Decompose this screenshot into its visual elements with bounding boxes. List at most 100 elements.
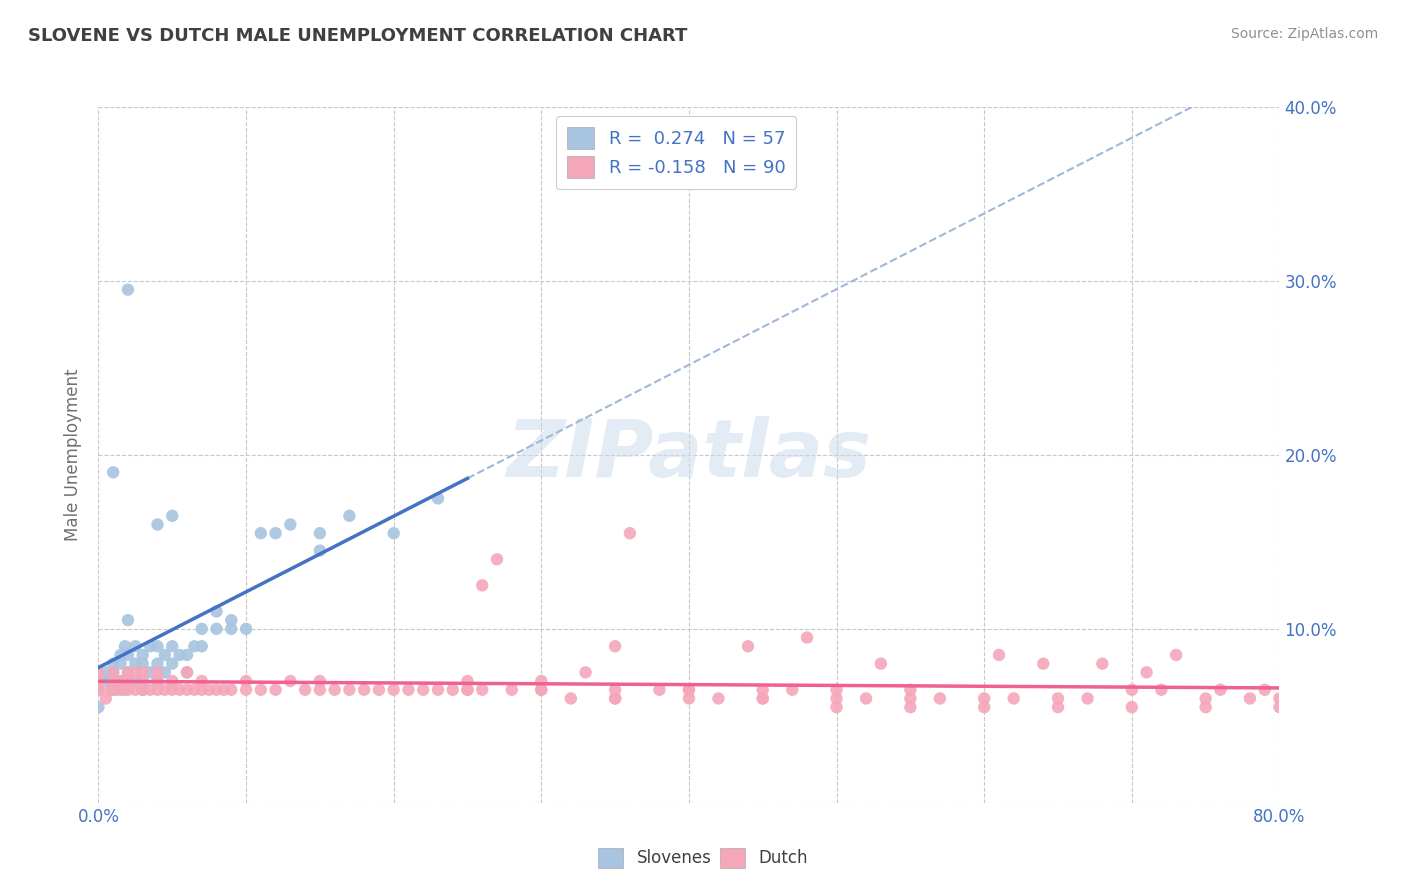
Point bbox=[114, 674, 136, 689]
Point bbox=[1046, 691, 1069, 706]
Point bbox=[605, 682, 627, 697]
Legend: R =  0.274   N = 57, R = -0.158   N = 90: R = 0.274 N = 57, R = -0.158 N = 90 bbox=[557, 116, 796, 189]
Point bbox=[278, 674, 302, 689]
Point bbox=[987, 648, 1010, 662]
Point bbox=[162, 657, 183, 671]
Point bbox=[103, 682, 125, 697]
Point bbox=[412, 682, 434, 697]
Point bbox=[94, 674, 117, 689]
Point bbox=[1077, 691, 1099, 706]
Point bbox=[605, 639, 627, 653]
Point bbox=[153, 665, 176, 680]
Point bbox=[456, 682, 478, 697]
Point bbox=[169, 648, 191, 662]
Point bbox=[309, 674, 332, 689]
Point bbox=[825, 691, 848, 706]
Point bbox=[103, 665, 125, 680]
Point bbox=[751, 691, 773, 706]
Point bbox=[427, 682, 450, 697]
Point bbox=[103, 674, 125, 689]
Point bbox=[605, 691, 627, 706]
Point bbox=[339, 682, 360, 697]
Point bbox=[132, 682, 155, 697]
Point bbox=[117, 682, 139, 697]
Point bbox=[368, 682, 391, 697]
Point bbox=[1046, 700, 1069, 714]
Point bbox=[124, 682, 146, 697]
Point bbox=[162, 508, 183, 523]
Point bbox=[278, 517, 302, 532]
Point bbox=[103, 657, 125, 671]
Point bbox=[124, 665, 146, 680]
Point bbox=[176, 665, 198, 680]
Point bbox=[103, 466, 125, 480]
Point bbox=[751, 682, 773, 697]
Point bbox=[191, 674, 214, 689]
Point bbox=[87, 682, 110, 697]
Point bbox=[114, 682, 136, 697]
Point bbox=[132, 665, 155, 680]
Point bbox=[1164, 648, 1187, 662]
Point bbox=[825, 700, 848, 714]
Text: Source: ZipAtlas.com: Source: ZipAtlas.com bbox=[1230, 27, 1378, 41]
Point bbox=[648, 682, 671, 697]
Point bbox=[250, 682, 273, 697]
Point bbox=[191, 639, 214, 653]
Point bbox=[751, 691, 773, 706]
Point bbox=[114, 639, 136, 653]
Point bbox=[219, 682, 242, 697]
Point bbox=[619, 526, 641, 541]
Point bbox=[117, 613, 139, 627]
Point bbox=[98, 674, 121, 689]
Point bbox=[94, 665, 117, 680]
Point bbox=[183, 682, 205, 697]
Point bbox=[560, 691, 582, 706]
Y-axis label: Male Unemployment: Male Unemployment bbox=[65, 368, 83, 541]
Point bbox=[87, 665, 110, 680]
Point bbox=[146, 517, 169, 532]
Point bbox=[219, 613, 242, 627]
Point bbox=[124, 674, 146, 689]
Point bbox=[139, 665, 162, 680]
Point bbox=[574, 665, 596, 680]
Point bbox=[205, 605, 228, 619]
Point bbox=[1268, 691, 1291, 706]
Point bbox=[456, 682, 478, 697]
Point bbox=[176, 648, 198, 662]
Point bbox=[198, 682, 221, 697]
Point bbox=[486, 552, 509, 566]
Point bbox=[162, 682, 183, 697]
Point bbox=[212, 682, 235, 697]
Legend: Slovenes, Dutch: Slovenes, Dutch bbox=[592, 841, 814, 875]
Point bbox=[162, 639, 183, 653]
Text: SLOVENE VS DUTCH MALE UNEMPLOYMENT CORRELATION CHART: SLOVENE VS DUTCH MALE UNEMPLOYMENT CORRE… bbox=[28, 27, 688, 45]
Point bbox=[928, 691, 950, 706]
Point bbox=[146, 639, 169, 653]
Point bbox=[176, 665, 198, 680]
Text: ZIPatlas: ZIPatlas bbox=[506, 416, 872, 494]
Point bbox=[1268, 700, 1291, 714]
Point bbox=[153, 648, 176, 662]
Point bbox=[1121, 700, 1143, 714]
Point bbox=[110, 648, 132, 662]
Point bbox=[105, 674, 128, 689]
Point bbox=[353, 682, 375, 697]
Point bbox=[309, 526, 332, 541]
Point bbox=[219, 622, 242, 636]
Point bbox=[973, 691, 995, 706]
Point bbox=[117, 665, 139, 680]
Point bbox=[396, 682, 419, 697]
Point bbox=[146, 657, 169, 671]
Point bbox=[205, 622, 228, 636]
Point bbox=[110, 657, 132, 671]
Point bbox=[530, 682, 553, 697]
Point bbox=[309, 543, 332, 558]
Point bbox=[132, 674, 155, 689]
Point bbox=[737, 639, 759, 653]
Point bbox=[1239, 691, 1261, 706]
Point bbox=[501, 682, 523, 697]
Point bbox=[605, 691, 627, 706]
Point bbox=[103, 665, 125, 680]
Point bbox=[132, 657, 155, 671]
Point bbox=[825, 682, 848, 697]
